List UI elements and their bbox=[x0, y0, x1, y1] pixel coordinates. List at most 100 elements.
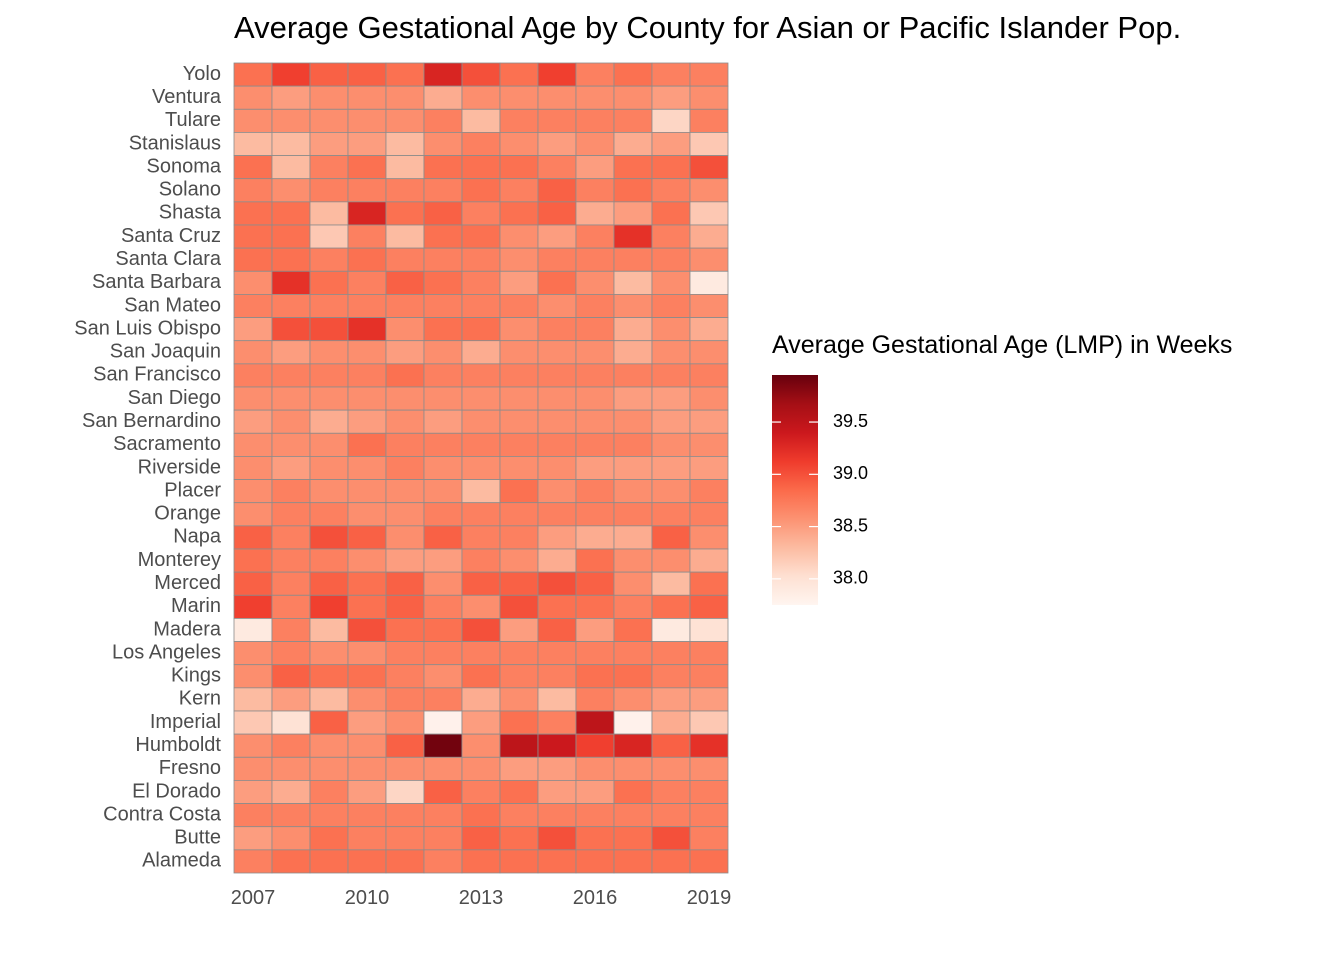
heatmap-cell bbox=[575, 108, 615, 133]
heatmap-cell bbox=[651, 409, 691, 434]
heatmap-cell bbox=[537, 849, 577, 874]
heatmap-cell bbox=[613, 132, 653, 156]
y-tick-label: Riverside bbox=[138, 456, 221, 478]
heatmap-cell bbox=[385, 270, 425, 295]
heatmap-cell bbox=[271, 664, 311, 689]
heatmap-cell bbox=[423, 62, 463, 87]
heatmap-cell bbox=[499, 224, 539, 249]
heatmap-cell bbox=[689, 849, 729, 874]
heatmap-cell bbox=[385, 525, 425, 550]
heatmap-cell bbox=[575, 594, 615, 619]
heatmap-cell bbox=[575, 479, 615, 504]
heatmap-cell bbox=[347, 108, 387, 133]
heatmap-cell bbox=[309, 618, 349, 642]
x-tick-label: 2016 bbox=[573, 887, 618, 909]
heatmap-cell bbox=[233, 155, 273, 180]
heatmap-cell bbox=[651, 340, 691, 365]
x-tick-label: 2013 bbox=[459, 887, 504, 909]
heatmap-cell bbox=[461, 548, 501, 573]
heatmap-cell bbox=[423, 756, 463, 781]
heatmap-cell bbox=[423, 409, 463, 434]
heatmap-cell bbox=[499, 710, 539, 735]
y-tick-label: Orange bbox=[154, 503, 221, 525]
heatmap-cell bbox=[537, 363, 577, 388]
heatmap-cell bbox=[385, 363, 425, 388]
heatmap-cell bbox=[689, 479, 729, 504]
heatmap-cell bbox=[385, 108, 425, 133]
heatmap-cell bbox=[613, 733, 653, 758]
y-tick-label: Santa Barbara bbox=[92, 271, 222, 293]
heatmap-cell bbox=[537, 687, 577, 712]
heatmap-cell bbox=[233, 340, 273, 365]
heatmap-cell bbox=[347, 247, 387, 272]
heatmap-cell bbox=[461, 270, 501, 295]
heatmap-cell bbox=[385, 803, 425, 828]
heatmap-cell bbox=[613, 247, 653, 272]
heatmap-cell bbox=[309, 456, 349, 480]
heatmap-cell bbox=[689, 201, 729, 226]
heatmap-cell bbox=[575, 548, 615, 573]
heatmap-cell bbox=[347, 641, 387, 666]
heatmap-cell bbox=[385, 62, 425, 87]
heatmap-cell bbox=[613, 178, 653, 203]
heatmap-cell bbox=[575, 710, 615, 735]
heatmap-cell bbox=[423, 710, 463, 735]
heatmap-cell bbox=[271, 687, 311, 712]
heatmap-cell bbox=[233, 432, 273, 457]
heatmap-cell bbox=[461, 780, 501, 804]
heatmap-cell bbox=[651, 479, 691, 504]
heatmap-cell bbox=[385, 317, 425, 342]
heatmap-cell bbox=[613, 756, 653, 781]
heatmap-cell bbox=[499, 155, 539, 180]
heatmap-cell bbox=[309, 826, 349, 851]
heatmap-cell bbox=[347, 548, 387, 573]
heatmap-cell bbox=[385, 479, 425, 504]
y-tick-label: San Mateo bbox=[124, 294, 221, 316]
heatmap-cell bbox=[309, 270, 349, 295]
y-tick-label: El Dorado bbox=[132, 780, 221, 802]
heatmap-cell bbox=[651, 201, 691, 226]
heatmap-cell bbox=[575, 456, 615, 480]
heatmap-cell bbox=[347, 363, 387, 388]
heatmap-cell bbox=[233, 664, 273, 689]
heatmap-cell bbox=[385, 594, 425, 619]
heatmap-cell bbox=[575, 62, 615, 87]
heatmap-cell bbox=[651, 780, 691, 804]
heatmap-cell bbox=[233, 641, 273, 666]
heatmap-cell bbox=[461, 62, 501, 87]
heatmap-cell bbox=[347, 525, 387, 550]
heatmap-cell bbox=[651, 224, 691, 249]
heatmap-cell bbox=[233, 201, 273, 226]
heatmap-cell bbox=[271, 363, 311, 388]
heatmap-cell bbox=[309, 247, 349, 272]
heatmap-cell bbox=[233, 548, 273, 573]
heatmap-cell bbox=[613, 525, 653, 550]
heatmap-cell bbox=[651, 502, 691, 527]
heatmap-cell bbox=[271, 710, 311, 735]
heatmap-cell bbox=[423, 618, 463, 642]
heatmap-cell bbox=[271, 780, 311, 804]
heatmap-cell bbox=[309, 178, 349, 203]
heatmap-cell bbox=[461, 409, 501, 434]
heatmap-cell bbox=[233, 132, 273, 156]
heatmap-cell bbox=[613, 571, 653, 596]
heatmap-cell bbox=[271, 502, 311, 527]
x-tick-label: 2010 bbox=[345, 887, 390, 909]
y-tick-label: Merced bbox=[154, 572, 221, 594]
heatmap-cell bbox=[499, 108, 539, 133]
heatmap-cell bbox=[575, 363, 615, 388]
heatmap-cell bbox=[461, 317, 501, 342]
heatmap-cell bbox=[423, 780, 463, 804]
heatmap-cell bbox=[423, 571, 463, 596]
heatmap-cell bbox=[651, 803, 691, 828]
heatmap-cell bbox=[689, 178, 729, 203]
y-tick-label: Tulare bbox=[165, 109, 221, 131]
heatmap-cell bbox=[575, 85, 615, 110]
heatmap-cell bbox=[651, 826, 691, 851]
heatmap-cell bbox=[271, 594, 311, 619]
heatmap-cell bbox=[575, 270, 615, 295]
heatmap-cell bbox=[651, 733, 691, 758]
heatmap-cell bbox=[271, 155, 311, 180]
y-tick-label: Stanislaus bbox=[129, 132, 221, 154]
heatmap-cell bbox=[689, 571, 729, 596]
